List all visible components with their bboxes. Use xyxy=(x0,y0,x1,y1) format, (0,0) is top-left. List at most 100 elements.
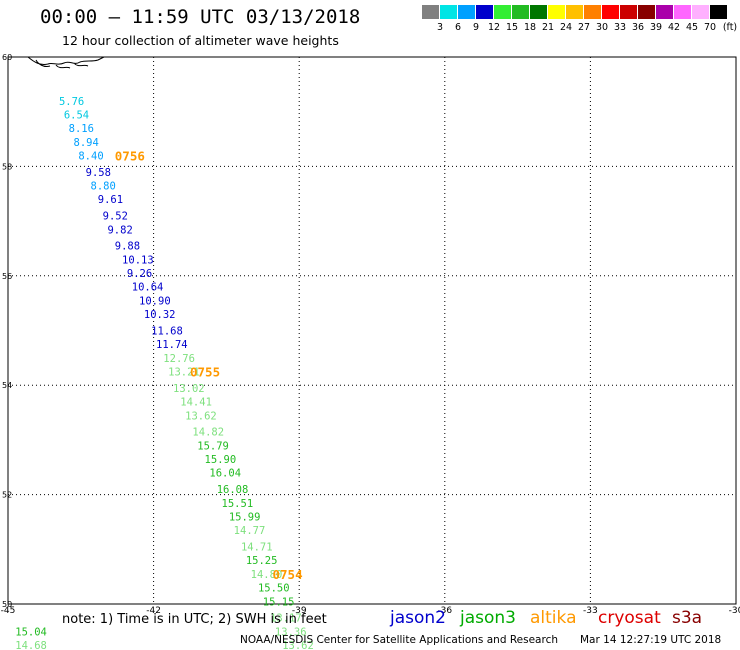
wave-height-point: 16.04 xyxy=(209,468,241,480)
scale-swatch xyxy=(638,5,655,19)
scale-label: 36 xyxy=(631,22,645,33)
wave-height-point: 14.77 xyxy=(234,525,266,537)
scale-swatch xyxy=(656,5,673,19)
page-subtitle: 12 hour collection of altimeter wave hei… xyxy=(62,33,339,48)
x-tick-label: -36 xyxy=(437,606,452,616)
credit-text: NOAA/NESDIS Center for Satellite Applica… xyxy=(240,634,558,646)
wave-height-point: 15.15 xyxy=(263,596,295,608)
scale-label: 70 xyxy=(703,22,717,33)
wave-height-point: 10.64 xyxy=(132,282,164,294)
wave-height-point: 11.68 xyxy=(151,326,183,338)
wave-height-point: 13.62 xyxy=(282,640,314,650)
scale-label: 3 xyxy=(436,22,444,33)
scale-label: 45 xyxy=(685,22,699,33)
wave-height-point: 10.32 xyxy=(144,309,176,321)
page-title: 00:00 – 11:59 UTC 03/13/2018 xyxy=(40,6,361,28)
wave-height-point: 14.80 xyxy=(251,569,283,581)
pass-time-label: 0756 xyxy=(115,148,145,163)
x-tick-label: -39 xyxy=(292,606,307,616)
y-tick-label: 58 xyxy=(2,162,12,171)
scale-swatch xyxy=(584,5,601,19)
x-tick-label: -30 xyxy=(729,606,740,616)
scale-label: (ft) xyxy=(722,22,738,33)
scale-label: 24 xyxy=(559,22,573,33)
scale-swatch xyxy=(692,5,709,19)
wave-height-point: 8.16 xyxy=(69,123,94,135)
units-note: note: 1) Time is in UTC; 2) SWH is in fe… xyxy=(62,612,327,627)
x-tick-label: -45 xyxy=(1,606,16,616)
wave-height-point: 13.17 xyxy=(270,613,302,625)
y-tick-label: 52 xyxy=(2,491,12,500)
wave-height-point: 15.04 xyxy=(15,626,47,638)
scale-swatch xyxy=(494,5,511,19)
wave-height-point: 15.90 xyxy=(205,454,237,466)
satellite-label-jason2: jason2 xyxy=(390,608,446,628)
wave-height-point: 9.26 xyxy=(127,268,152,280)
satellite-label-altika: altika xyxy=(530,608,577,628)
y-tick-label: 60 xyxy=(2,53,12,62)
scale-swatch xyxy=(602,5,619,19)
wave-height-point: 6.54 xyxy=(64,109,89,121)
scale-swatch xyxy=(476,5,493,19)
wave-height-point: 10.90 xyxy=(139,295,171,307)
scale-swatch xyxy=(566,5,583,19)
wave-height-point: 15.79 xyxy=(197,440,229,452)
wave-height-point: 13.21 xyxy=(168,367,200,379)
scale-swatch xyxy=(548,5,565,19)
x-tick-label: -33 xyxy=(583,606,598,616)
generated-timestamp: Mar 14 12:27:19 UTC 2018 xyxy=(580,634,722,646)
wave-height-point: 14.82 xyxy=(192,427,224,439)
scale-swatch xyxy=(710,5,727,19)
scale-swatch xyxy=(440,5,457,19)
wave-height-point: 9.61 xyxy=(98,194,123,206)
wave-height-point: 13.36 xyxy=(275,626,307,638)
scale-label: 27 xyxy=(577,22,591,33)
pass-time-label: 0754 xyxy=(273,567,303,582)
wave-height-point: 10.13 xyxy=(122,254,154,266)
scale-swatch xyxy=(620,5,637,19)
satellite-label-cryosat: cryosat xyxy=(598,608,661,628)
wave-height-point: 15.51 xyxy=(222,498,254,510)
wave-height-point: 16.08 xyxy=(217,484,249,496)
wave-height-point: 9.52 xyxy=(103,211,128,223)
wave-height-point: 14.41 xyxy=(180,397,212,409)
wave-height-color-scale: 3 6 9 12 15 18 21 24 27 30 33 36 39 42 45 70 (ft) xyxy=(422,5,737,35)
x-tick-label: -42 xyxy=(146,606,161,616)
satellite-label-jason3: jason3 xyxy=(460,608,516,628)
y-tick-label: 50 xyxy=(2,600,12,609)
scale-label: 33 xyxy=(613,22,627,33)
wave-height-point: 9.58 xyxy=(86,167,111,179)
scale-swatch xyxy=(530,5,547,19)
wave-height-point: 15.99 xyxy=(229,511,261,523)
scale-swatch xyxy=(458,5,475,19)
wave-height-point: 11.74 xyxy=(156,339,188,351)
wave-height-point: 13.02 xyxy=(173,383,205,395)
scale-label: 9 xyxy=(472,22,480,33)
y-tick-label: 56 xyxy=(2,272,12,281)
wave-height-point: 9.88 xyxy=(115,241,140,253)
scale-label: 30 xyxy=(595,22,609,33)
scale-label: 42 xyxy=(667,22,681,33)
coastline xyxy=(27,56,105,69)
y-tick-label: 54 xyxy=(2,381,12,390)
wave-height-point: 8.94 xyxy=(74,137,99,149)
wave-height-point: 14.68 xyxy=(15,640,47,650)
wave-height-point: 8.40 xyxy=(78,150,103,162)
wave-height-point: 13.62 xyxy=(185,410,217,422)
wave-height-point: 8.80 xyxy=(91,181,116,193)
wave-height-point: 15.50 xyxy=(258,583,290,595)
scale-swatch xyxy=(674,5,691,19)
satellite-label-s3a: s3a xyxy=(672,608,703,628)
wave-height-point: 14.71 xyxy=(241,542,273,554)
scale-label: 15 xyxy=(505,22,519,33)
scale-swatch xyxy=(512,5,529,19)
wave-height-point: 9.82 xyxy=(107,224,132,236)
wave-height-point: 5.76 xyxy=(59,96,84,108)
scale-label: 12 xyxy=(487,22,501,33)
scale-label: 39 xyxy=(649,22,663,33)
scale-swatch xyxy=(422,5,439,19)
pass-time-label: 0755 xyxy=(190,365,220,380)
scale-label: 18 xyxy=(523,22,537,33)
